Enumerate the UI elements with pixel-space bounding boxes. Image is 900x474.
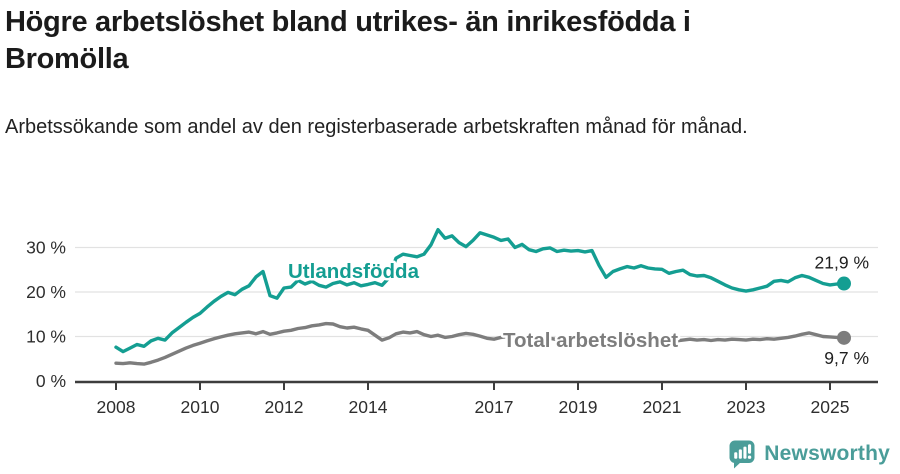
y-tick-label: 0 % [36, 371, 66, 391]
end-value-label-total: 9,7 % [824, 348, 869, 368]
end-value-label-utlandsfodda: 21,9 % [815, 253, 869, 273]
chart-subtitle: Arbetssökande som andel av den registerb… [5, 116, 748, 138]
series-label-utlandsfodda: Utlandsfödda [288, 260, 420, 283]
brand-wordmark: Newsworthy [764, 442, 890, 465]
x-tick-label: 2023 [727, 397, 766, 417]
end-dot-utlandsfodda [837, 276, 852, 291]
x-tick-label: 2008 [97, 397, 136, 417]
series-line-total [114, 321, 846, 366]
x-tick-label: 2025 [811, 397, 850, 417]
y-tick-label: 20 % [26, 282, 66, 302]
x-tick-label: 2019 [559, 397, 598, 417]
x-tick-label: 2021 [643, 397, 682, 417]
x-tick-label: 2012 [265, 397, 304, 417]
end-dot-total [837, 330, 852, 345]
x-tick-label: 2017 [475, 397, 514, 417]
page-title: Högre arbetslöshet bland utrikes- än inr… [5, 6, 691, 76]
x-tick-label: 2010 [181, 397, 220, 417]
series-line-utlandsfodda [114, 227, 846, 354]
newsworthy-logo-icon [729, 440, 755, 469]
newsworthy-brand-link[interactable]: Newsworthy [727, 438, 890, 470]
x-tick-label: 2014 [349, 397, 388, 417]
series-label-total: Total arbetslöshet [503, 329, 678, 352]
y-tick-label: 10 % [26, 327, 66, 347]
y-tick-label: 30 % [26, 238, 66, 258]
